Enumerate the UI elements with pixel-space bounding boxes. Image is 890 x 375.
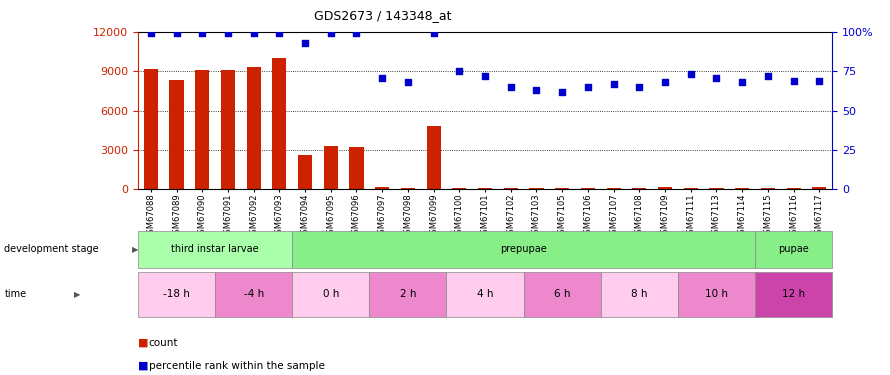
Point [658, 79, 672, 85]
Point [169, 30, 183, 36]
Text: GDS2673 / 143348_at: GDS2673 / 143348_at [314, 9, 451, 22]
Bar [555, 188, 570, 189]
Point [452, 68, 466, 74]
Bar [400, 188, 415, 189]
Bar [684, 188, 698, 189]
Bar [272, 58, 287, 189]
Point [400, 79, 415, 85]
Point [350, 30, 364, 36]
Text: 0 h: 0 h [322, 290, 339, 299]
Text: 10 h: 10 h [705, 290, 728, 299]
Point [530, 87, 544, 93]
Bar [478, 188, 492, 189]
Bar [221, 70, 235, 189]
Bar [530, 188, 544, 189]
Text: 8 h: 8 h [631, 290, 648, 299]
Bar [452, 188, 466, 189]
Text: third instar larvae: third instar larvae [171, 244, 259, 254]
Point [272, 30, 287, 36]
Bar [350, 147, 364, 189]
Bar [144, 69, 158, 189]
Point [684, 71, 698, 77]
Point [375, 75, 389, 81]
Text: ■: ■ [138, 361, 149, 370]
Bar [426, 126, 441, 189]
Point [735, 79, 749, 85]
Bar [195, 70, 209, 189]
Bar [607, 188, 620, 189]
Point [581, 84, 595, 90]
Text: 6 h: 6 h [554, 290, 570, 299]
Bar [324, 146, 338, 189]
Text: ▶: ▶ [74, 290, 80, 299]
Point [555, 89, 570, 95]
Bar [658, 187, 672, 189]
Point [247, 30, 261, 36]
Point [478, 73, 492, 79]
Text: ■: ■ [138, 338, 149, 348]
Text: -4 h: -4 h [244, 290, 263, 299]
Point [761, 73, 775, 79]
Point [143, 30, 158, 36]
Point [504, 84, 518, 90]
Bar [813, 187, 827, 189]
Bar [247, 68, 261, 189]
Bar [632, 188, 646, 189]
Point [632, 84, 646, 90]
Point [709, 75, 724, 81]
Bar [709, 188, 724, 189]
Point [195, 30, 209, 36]
Point [221, 30, 235, 36]
Bar [581, 188, 595, 189]
Text: count: count [149, 338, 178, 348]
Point [426, 30, 441, 36]
Point [606, 81, 620, 87]
Bar [169, 81, 183, 189]
Bar [376, 187, 389, 189]
Text: pupae: pupae [778, 244, 809, 254]
Text: prepupae: prepupae [500, 244, 547, 254]
Text: 12 h: 12 h [782, 290, 805, 299]
Bar [761, 188, 775, 189]
Bar [298, 155, 312, 189]
Text: 4 h: 4 h [477, 290, 493, 299]
Bar [787, 188, 801, 189]
Point [324, 30, 338, 36]
Point [787, 78, 801, 84]
Bar [504, 188, 518, 189]
Point [298, 40, 312, 46]
Text: development stage: development stage [4, 244, 99, 254]
Point [813, 78, 827, 84]
Text: percentile rank within the sample: percentile rank within the sample [149, 361, 325, 370]
Text: -18 h: -18 h [163, 290, 190, 299]
Text: time: time [4, 290, 27, 299]
Text: 2 h: 2 h [400, 290, 417, 299]
Text: ▶: ▶ [132, 245, 138, 254]
Bar [735, 188, 749, 189]
